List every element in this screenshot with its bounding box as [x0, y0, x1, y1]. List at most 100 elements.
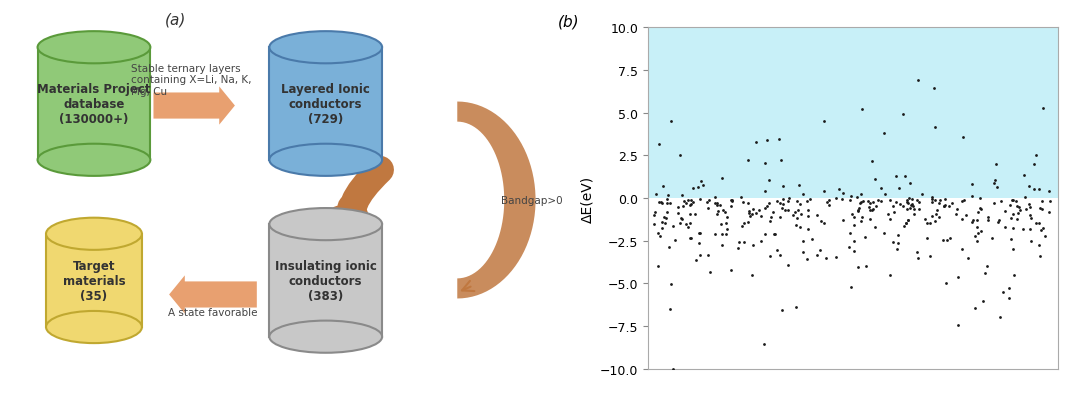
Point: [659, 197, 676, 203]
Point: [691, 252, 708, 258]
Point: [971, 196, 988, 202]
Point: [921, 253, 939, 260]
Point: [967, 305, 984, 311]
Point: [863, 208, 880, 214]
Point: [651, 233, 669, 240]
Point: [1014, 227, 1031, 233]
Point: [989, 220, 1007, 226]
Point: [690, 241, 707, 247]
Ellipse shape: [269, 209, 382, 241]
Point: [1036, 233, 1053, 239]
Point: [646, 209, 663, 216]
Point: [906, 212, 923, 218]
Point: [773, 205, 791, 212]
Ellipse shape: [269, 32, 382, 64]
Point: [760, 177, 778, 184]
Point: [927, 218, 944, 225]
Point: [666, 237, 684, 244]
Point: [659, 209, 676, 215]
Point: [788, 215, 806, 221]
Ellipse shape: [38, 144, 150, 176]
Point: [1005, 271, 1023, 278]
Point: [657, 221, 674, 227]
Point: [866, 225, 883, 231]
Point: [664, 366, 681, 372]
Point: [694, 182, 712, 189]
Point: [967, 234, 984, 240]
Point: [647, 192, 664, 198]
Point: [867, 177, 885, 183]
Point: [854, 198, 872, 205]
Point: [747, 140, 765, 146]
Point: [875, 231, 892, 237]
Point: [896, 174, 914, 180]
Polygon shape: [457, 102, 536, 299]
Point: [735, 220, 753, 227]
Point: [799, 213, 816, 220]
Point: [1001, 202, 1018, 209]
Point: [888, 174, 905, 180]
Point: [949, 274, 967, 280]
Point: [842, 284, 860, 291]
Point: [1025, 186, 1042, 193]
Point: [972, 228, 989, 235]
Point: [708, 211, 726, 218]
Point: [1000, 285, 1017, 291]
Point: [741, 211, 758, 217]
Point: [990, 218, 1008, 224]
Point: [798, 198, 815, 205]
Point: [683, 201, 700, 208]
Point: [846, 214, 863, 221]
Point: [910, 207, 928, 213]
Point: [1021, 201, 1038, 208]
Point: [897, 220, 915, 226]
Point: [867, 203, 885, 210]
Point: [804, 236, 821, 242]
Point: [646, 221, 663, 228]
Text: Bandgap>0: Bandgap>0: [501, 196, 563, 205]
Point: [713, 176, 730, 182]
Point: [811, 247, 828, 253]
Point: [758, 203, 775, 210]
Point: [941, 203, 958, 209]
Point: [706, 200, 724, 207]
Ellipse shape: [269, 321, 382, 353]
Point: [684, 185, 701, 191]
Point: [815, 221, 833, 227]
Polygon shape: [46, 234, 141, 327]
Point: [780, 198, 797, 205]
Point: [974, 298, 991, 305]
Point: [706, 231, 724, 237]
Point: [927, 124, 944, 130]
Point: [800, 207, 818, 214]
Point: [848, 194, 865, 200]
Point: [708, 208, 726, 215]
Point: [923, 213, 941, 219]
Point: [759, 137, 777, 144]
Point: [955, 198, 972, 204]
Point: [858, 263, 875, 269]
Point: [841, 197, 859, 203]
Point: [861, 205, 878, 211]
Point: [812, 219, 829, 225]
Point: [1002, 236, 1020, 243]
Point: [1022, 215, 1039, 222]
Point: [986, 180, 1003, 186]
Point: [881, 197, 899, 204]
Point: [909, 78, 927, 84]
Point: [718, 226, 735, 232]
Point: [894, 203, 912, 209]
Point: [792, 224, 809, 230]
Point: [650, 142, 667, 148]
Point: [677, 221, 694, 227]
Point: [988, 184, 1005, 190]
Point: [852, 218, 869, 225]
Point: [760, 200, 778, 207]
Point: [799, 227, 816, 233]
Point: [957, 213, 974, 219]
Point: [658, 200, 675, 207]
Point: [923, 196, 941, 203]
Point: [685, 200, 702, 206]
Point: [723, 198, 740, 204]
Point: [717, 231, 734, 237]
